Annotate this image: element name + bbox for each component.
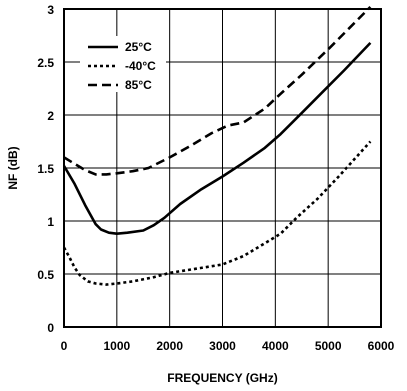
series-group <box>62 5 372 286</box>
legend: 25°C -40°C 85°C <box>88 40 156 92</box>
y-tick-label: 0 <box>47 321 54 335</box>
series-line-2 <box>63 5 372 176</box>
y-tick-label: 0.5 <box>37 268 54 282</box>
legend-label-0: 25°C <box>125 40 152 54</box>
x-tick-label: 2000 <box>156 339 183 353</box>
plot-frame <box>63 8 382 328</box>
y-tick-label: 1 <box>47 215 54 229</box>
y-tick-label: 3 <box>47 3 54 17</box>
y-axis-title: NF (dB) <box>6 146 20 189</box>
x-tick-label: 3000 <box>209 339 236 353</box>
x-tick-label: 5000 <box>315 339 342 353</box>
legend-label-1: -40°C <box>125 59 156 73</box>
y-tick-label: 2.5 <box>37 56 54 70</box>
x-tick-label: 1000 <box>103 339 130 353</box>
legend-label-2: 85°C <box>125 78 152 92</box>
x-axis-title: FREQUENCY (GHz) <box>167 371 277 385</box>
x-tick-label: 6000 <box>368 339 395 353</box>
y-tick-label: 2 <box>47 109 54 123</box>
x-tick-label: 0 <box>61 339 68 353</box>
legend-background <box>80 36 166 92</box>
series-line-0 <box>62 42 372 235</box>
ticks: 0 1000 2000 3000 4000 5000 6000 0 0.5 1 1.5 2 2.5 3 <box>37 3 394 353</box>
y-tick-label: 1.5 <box>37 162 54 176</box>
x-tick-label: 4000 <box>262 339 289 353</box>
series-line-1 <box>62 140 372 286</box>
